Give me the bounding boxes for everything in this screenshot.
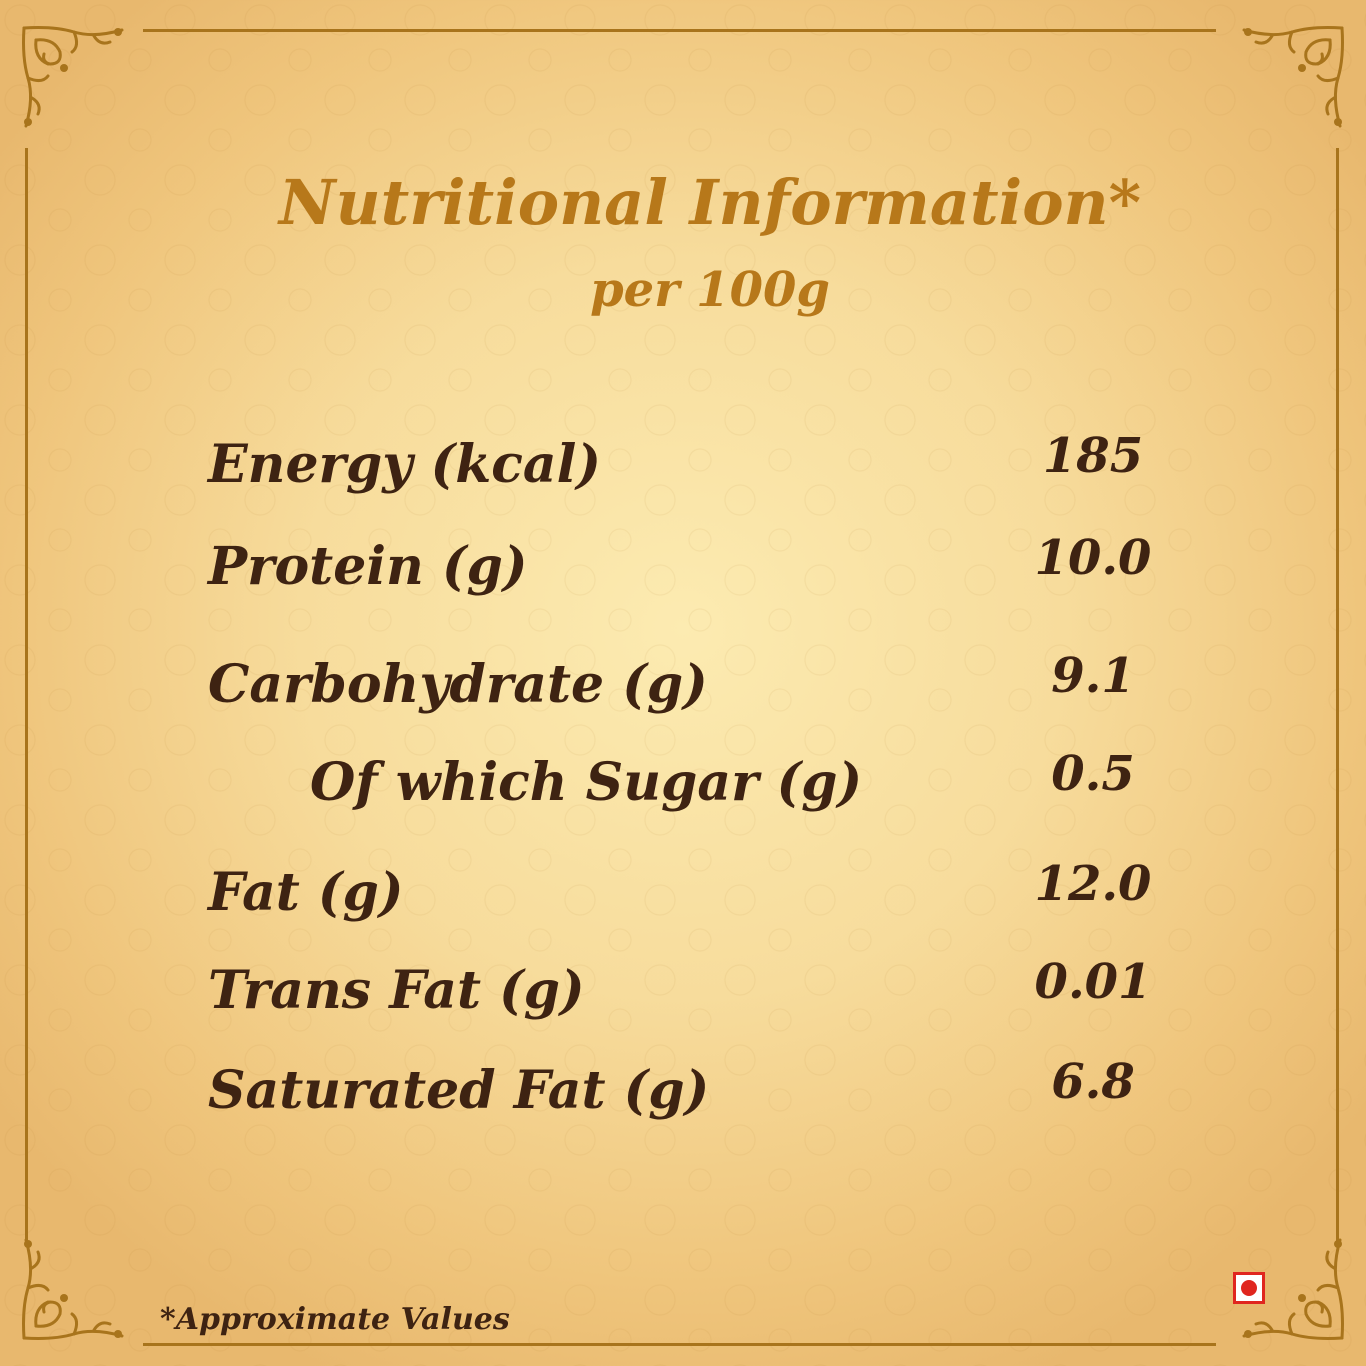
footnote: *Approximate Values — [160, 1302, 510, 1337]
page-title: Nutritional Information* — [278, 166, 1142, 239]
ornamental-corner-icon — [1242, 26, 1344, 128]
border-bottom-line — [143, 1343, 1216, 1346]
nutrient-label: Energy (kcal) — [208, 434, 601, 495]
nutrient-row-fat: Fat (g) 12.0 — [0, 856, 1366, 932]
nutrient-row-carbohydrate: Carbohydrate (g) 9.1 — [0, 648, 1366, 724]
nutrient-value: 9.1 — [1051, 648, 1135, 704]
ornamental-corner-icon — [22, 1238, 124, 1340]
nutrient-value: 6.8 — [1051, 1054, 1135, 1110]
border-right-line — [1336, 148, 1339, 1241]
nutrient-row-energy: Energy (kcal) 185 — [0, 428, 1366, 504]
nutrient-value: 0.5 — [1051, 746, 1135, 802]
nutrient-label: Saturated Fat (g) — [208, 1060, 710, 1121]
nutrient-value: 0.01 — [1034, 954, 1152, 1010]
nutrient-row-protein: Protein (g) 10.0 — [0, 530, 1366, 606]
border-left-line — [25, 148, 28, 1241]
nutrient-value: 12.0 — [1034, 856, 1152, 912]
nutrient-label: Fat (g) — [208, 862, 404, 923]
nutrient-row-sugar: Of which Sugar (g) 0.5 — [0, 746, 1366, 822]
nutrient-label: Protein (g) — [208, 536, 528, 597]
nutrient-label: Trans Fat (g) — [208, 960, 585, 1021]
nutrient-row-trans-fat: Trans Fat (g) 0.01 — [0, 954, 1366, 1030]
red-dot-square-icon — [1233, 1272, 1265, 1304]
page-subtitle: per 100g — [590, 262, 830, 318]
nutrient-row-saturated-fat: Saturated Fat (g) 6.8 — [0, 1054, 1366, 1130]
ornamental-corner-icon — [22, 26, 124, 128]
nutrient-label: Of which Sugar (g) — [310, 752, 863, 813]
red-dot — [1241, 1280, 1257, 1296]
nutrient-value: 185 — [1042, 428, 1144, 484]
nutrient-label: Carbohydrate (g) — [208, 654, 708, 715]
ornamental-corner-icon — [1242, 1238, 1344, 1340]
nutrient-value: 10.0 — [1034, 530, 1152, 586]
border-top-line — [143, 29, 1216, 32]
